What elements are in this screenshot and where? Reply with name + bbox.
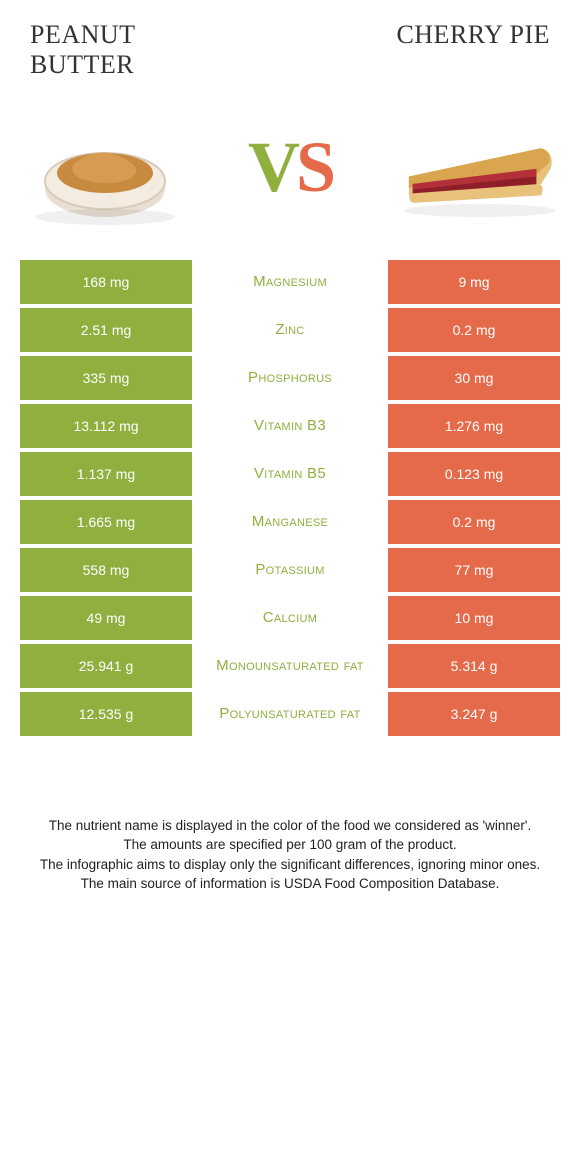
- table-row: 49 mgCalcium10 mg: [20, 596, 560, 640]
- left-value-cell: 168 mg: [20, 260, 192, 304]
- left-value-cell: 335 mg: [20, 356, 192, 400]
- nutrient-label-cell: Manganese: [192, 500, 388, 544]
- table-row: 12.535 gPolyunsaturated fat3.247 g: [20, 692, 560, 736]
- left-value-cell: 1.137 mg: [20, 452, 192, 496]
- nutrient-label-cell: Calcium: [192, 596, 388, 640]
- left-value-cell: 1.665 mg: [20, 500, 192, 544]
- table-row: 1.137 mgVitamin B50.123 mg: [20, 452, 560, 496]
- right-value-cell: 5.314 g: [388, 644, 560, 688]
- nutrient-label-cell: Monounsaturated fat: [192, 644, 388, 688]
- right-value-cell: 0.2 mg: [388, 308, 560, 352]
- nutrient-label-cell: Polyunsaturated fat: [192, 692, 388, 736]
- vs-v: V: [248, 127, 296, 207]
- nutrient-label-cell: Vitamin B3: [192, 404, 388, 448]
- right-value-cell: 9 mg: [388, 260, 560, 304]
- footer-line: The amounts are specified per 100 gram o…: [30, 835, 550, 855]
- footer-notes: The nutrient name is displayed in the co…: [20, 816, 560, 894]
- cherry-pie-icon: [390, 107, 560, 227]
- left-value-cell: 25.941 g: [20, 644, 192, 688]
- infographic-container: Peanut butter Cherry pie VS: [0, 0, 580, 904]
- nutrient-label-cell: Potassium: [192, 548, 388, 592]
- footer-line: The nutrient name is displayed in the co…: [30, 816, 550, 836]
- footer-line: The infographic aims to display only the…: [30, 855, 550, 875]
- peanut-butter-icon: [25, 107, 185, 227]
- right-value-cell: 0.2 mg: [388, 500, 560, 544]
- right-value-cell: 10 mg: [388, 596, 560, 640]
- vs-label: VS: [248, 126, 332, 209]
- table-row: 13.112 mgVitamin B31.276 mg: [20, 404, 560, 448]
- nutrient-table: 168 mgMagnesium9 mg2.51 mgZinc0.2 mg335 …: [20, 260, 560, 736]
- right-value-cell: 0.123 mg: [388, 452, 560, 496]
- left-food-image: [20, 100, 190, 235]
- right-value-cell: 30 mg: [388, 356, 560, 400]
- nutrient-label-cell: Magnesium: [192, 260, 388, 304]
- right-food-image: [390, 100, 560, 235]
- left-value-cell: 49 mg: [20, 596, 192, 640]
- vs-s: S: [296, 127, 332, 207]
- left-value-cell: 12.535 g: [20, 692, 192, 736]
- left-value-cell: 558 mg: [20, 548, 192, 592]
- title-row: Peanut butter Cherry pie: [20, 20, 560, 90]
- table-row: 558 mgPotassium77 mg: [20, 548, 560, 592]
- right-value-cell: 3.247 g: [388, 692, 560, 736]
- right-food-title: Cherry pie: [290, 20, 550, 50]
- footer-line: The main source of information is USDA F…: [30, 874, 550, 894]
- left-value-cell: 13.112 mg: [20, 404, 192, 448]
- table-row: 25.941 gMonounsaturated fat5.314 g: [20, 644, 560, 688]
- hero-row: VS: [20, 90, 560, 260]
- table-row: 168 mgMagnesium9 mg: [20, 260, 560, 304]
- nutrient-label-cell: Zinc: [192, 308, 388, 352]
- nutrient-label-cell: Phosphorus: [192, 356, 388, 400]
- nutrient-label-cell: Vitamin B5: [192, 452, 388, 496]
- left-value-cell: 2.51 mg: [20, 308, 192, 352]
- table-row: 1.665 mgManganese0.2 mg: [20, 500, 560, 544]
- left-food-title: Peanut butter: [30, 20, 230, 80]
- right-value-cell: 1.276 mg: [388, 404, 560, 448]
- table-row: 2.51 mgZinc0.2 mg: [20, 308, 560, 352]
- table-row: 335 mgPhosphorus30 mg: [20, 356, 560, 400]
- right-value-cell: 77 mg: [388, 548, 560, 592]
